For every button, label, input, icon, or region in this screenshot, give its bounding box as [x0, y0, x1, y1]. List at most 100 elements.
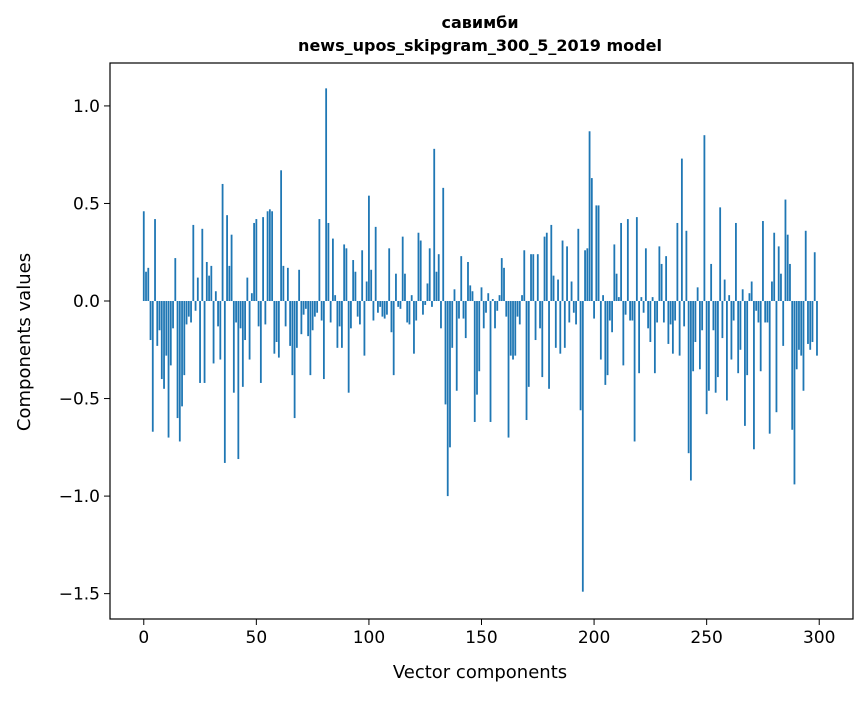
bar: [291, 301, 294, 376]
bar: [244, 301, 246, 341]
bar: [728, 295, 731, 301]
bar: [476, 301, 478, 395]
bar: [500, 258, 503, 302]
bar: [338, 301, 341, 327]
bar: [248, 301, 251, 360]
bar: [401, 236, 404, 302]
x-tick-label: 150: [465, 628, 497, 648]
bar: [455, 301, 458, 391]
bar: [458, 301, 460, 319]
bar: [678, 301, 681, 356]
bar: [633, 301, 636, 442]
y-tick-label: 1.0: [73, 97, 100, 117]
bar: [379, 301, 382, 307]
bar: [523, 250, 526, 301]
bar: [755, 301, 758, 311]
bar: [408, 301, 411, 325]
bar: [748, 293, 751, 301]
bar: [203, 301, 206, 383]
bar: [388, 248, 391, 301]
bar: [494, 301, 496, 329]
bars-group: [142, 88, 818, 592]
bar: [395, 273, 397, 301]
bar: [696, 287, 699, 302]
bar: [726, 301, 728, 401]
bar: [532, 254, 535, 302]
bar: [374, 226, 377, 301]
bar: [325, 88, 328, 302]
bar: [656, 301, 659, 323]
bar: [266, 211, 269, 302]
bar: [228, 265, 231, 302]
bar: [719, 207, 722, 301]
bar: [622, 301, 625, 366]
x-axis-label: Vector components: [393, 662, 567, 683]
bar: [485, 301, 487, 313]
bar: [352, 260, 355, 302]
bar: [507, 301, 510, 438]
bar: [154, 219, 156, 302]
bar: [451, 301, 454, 348]
bar: [689, 301, 692, 481]
bar: [694, 301, 697, 342]
bar: [223, 301, 226, 463]
bar: [635, 217, 638, 302]
bar: [230, 234, 233, 302]
bar: [795, 301, 798, 370]
bar: [210, 265, 213, 302]
bar: [626, 219, 629, 302]
bar: [309, 301, 312, 376]
bar: [730, 301, 733, 360]
bar: [615, 273, 618, 301]
x-tick-label: 50: [246, 628, 268, 648]
bar: [647, 301, 650, 329]
bar: [651, 297, 654, 302]
bar: [527, 301, 530, 387]
x-tick-label: 300: [803, 628, 835, 648]
bar: [383, 301, 386, 319]
bar: [422, 301, 424, 315]
bar: [638, 301, 641, 374]
bar: [295, 301, 298, 348]
bar: [676, 222, 679, 302]
bar: [446, 301, 449, 497]
bar: [579, 301, 582, 411]
bar: [780, 273, 782, 301]
bar: [561, 240, 564, 302]
bar: [692, 301, 695, 372]
bar: [786, 234, 789, 302]
bar: [744, 301, 746, 426]
bar: [250, 293, 253, 301]
bar: [518, 301, 521, 325]
bar: [604, 301, 607, 385]
bar: [593, 301, 595, 319]
bar: [512, 301, 514, 360]
bar: [327, 222, 330, 302]
bar: [809, 301, 812, 350]
bar: [597, 205, 600, 301]
bar: [665, 256, 668, 302]
plot-frame: [109, 62, 854, 620]
bar: [584, 250, 586, 301]
bar: [662, 301, 665, 323]
bar: [498, 295, 501, 301]
bar: [534, 301, 537, 341]
bar: [586, 248, 589, 301]
bar: [671, 301, 674, 354]
bar: [277, 301, 280, 358]
bar: [271, 211, 274, 302]
bar: [460, 256, 463, 302]
bar: [469, 285, 472, 302]
bar: [329, 301, 332, 323]
bar: [174, 258, 177, 302]
bar: [791, 301, 794, 430]
bar: [525, 301, 528, 421]
bar: [304, 301, 307, 309]
bar: [302, 301, 305, 315]
x-tick-label: 250: [690, 628, 722, 648]
x-tick-label: 100: [353, 628, 385, 648]
bar: [226, 215, 228, 302]
bar: [259, 301, 262, 383]
bar: [559, 301, 562, 354]
bar: [735, 222, 737, 302]
